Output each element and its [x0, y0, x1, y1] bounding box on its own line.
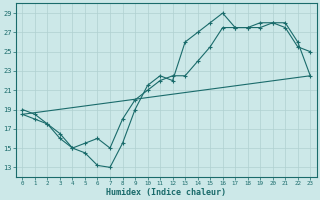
X-axis label: Humidex (Indice chaleur): Humidex (Indice chaleur): [106, 188, 226, 197]
